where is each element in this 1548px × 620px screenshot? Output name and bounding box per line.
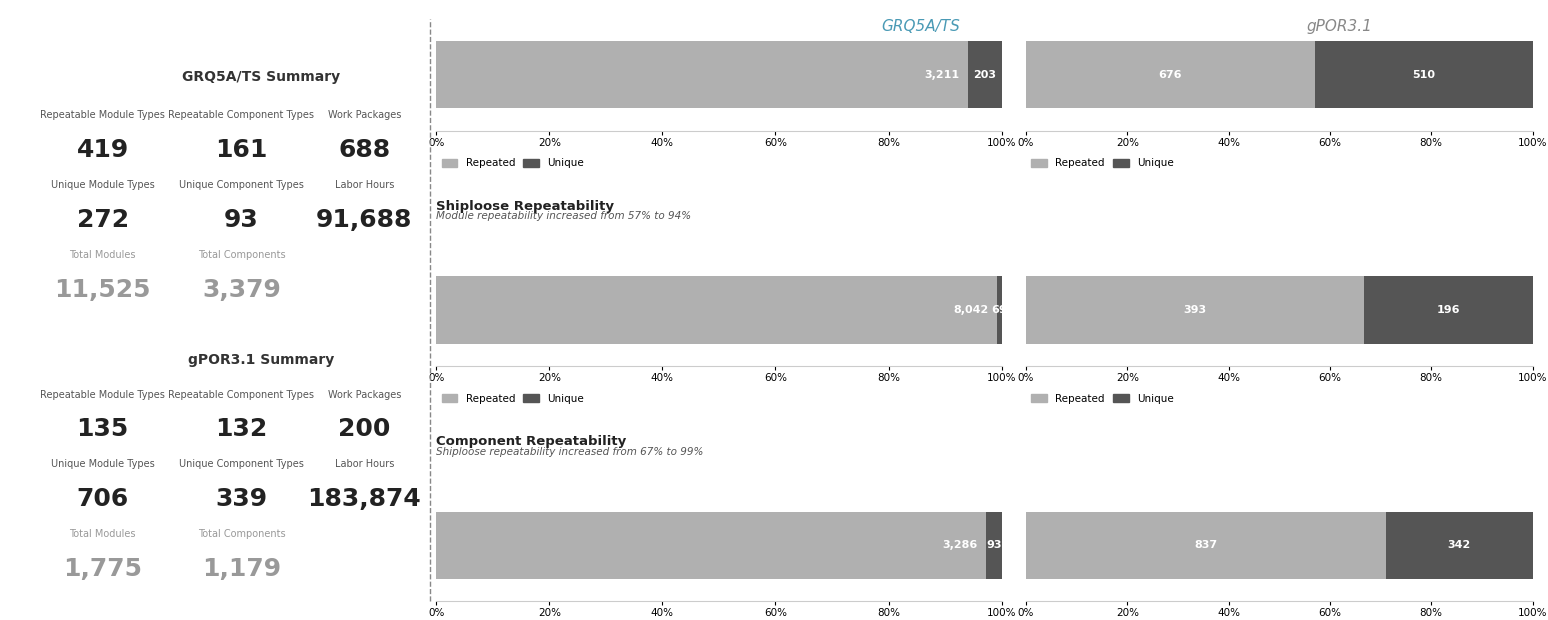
Legend: Repeated, Unique: Repeated, Unique [1031, 394, 1173, 404]
Text: 342: 342 [1447, 541, 1471, 551]
Text: Work Packages: Work Packages [328, 389, 401, 399]
Text: GRQ5A/TS Summary: GRQ5A/TS Summary [183, 70, 341, 84]
Text: 837: 837 [1194, 541, 1217, 551]
Bar [1026, 41, 1314, 108]
Bar [437, 277, 997, 343]
Text: 510: 510 [1412, 69, 1435, 79]
Bar [1026, 277, 1364, 343]
Text: Repeatable Component Types: Repeatable Component Types [169, 110, 314, 120]
Bar [997, 277, 1002, 343]
Text: gPOR3.1: gPOR3.1 [1307, 19, 1372, 33]
Bar [1385, 512, 1533, 579]
Text: 1,775: 1,775 [63, 557, 142, 582]
Text: Repeatable Module Types: Repeatable Module Types [40, 110, 166, 120]
Bar [437, 512, 986, 579]
Text: 676: 676 [1158, 69, 1183, 79]
Text: Component Repeatability: Component Repeatability [437, 435, 627, 448]
Text: Unique Component Types: Unique Component Types [180, 459, 303, 469]
Text: Unique Component Types: Unique Component Types [180, 180, 303, 190]
Text: 393: 393 [1183, 305, 1206, 315]
Bar [1026, 512, 1385, 579]
Text: 688: 688 [339, 138, 390, 162]
Bar [986, 512, 1002, 579]
Text: 11,525: 11,525 [54, 278, 152, 301]
Text: 3,379: 3,379 [201, 278, 280, 301]
Text: Work Packages: Work Packages [328, 110, 401, 120]
Text: 8,042: 8,042 [954, 305, 988, 315]
Text: 272: 272 [76, 208, 128, 232]
Text: Labor Hours: Labor Hours [334, 180, 395, 190]
Text: 203: 203 [974, 69, 997, 79]
Bar [1314, 41, 1533, 108]
Bar [968, 41, 1002, 108]
Text: 706: 706 [76, 487, 128, 511]
Text: 3,211: 3,211 [924, 69, 960, 79]
Text: 339: 339 [215, 487, 268, 511]
Text: Module repeatability increased from 57% to 94%: Module repeatability increased from 57% … [437, 211, 692, 221]
Text: Unique Module Types: Unique Module Types [51, 459, 155, 469]
Text: Shiploose repeatability increased from 67% to 99%: Shiploose repeatability increased from 6… [437, 447, 704, 457]
Text: Unique Module Types: Unique Module Types [51, 180, 155, 190]
Text: 69: 69 [991, 305, 1008, 315]
Text: gPOR3.1 Summary: gPOR3.1 Summary [189, 353, 334, 366]
Text: Repeatable Component Types: Repeatable Component Types [169, 389, 314, 399]
Text: 196: 196 [1437, 305, 1460, 315]
Text: 1,179: 1,179 [201, 557, 282, 582]
Legend: Repeated, Unique: Repeated, Unique [441, 158, 584, 168]
Text: Repeatable Module Types: Repeatable Module Types [40, 389, 166, 399]
Text: 91,688: 91,688 [316, 208, 412, 232]
Text: 419: 419 [76, 138, 128, 162]
Legend: Repeated, Unique: Repeated, Unique [1031, 158, 1173, 168]
Text: 200: 200 [337, 417, 390, 441]
Text: 3,286: 3,286 [943, 541, 977, 551]
Text: Total Components: Total Components [198, 250, 285, 260]
Text: 135: 135 [76, 417, 128, 441]
Text: 183,874: 183,874 [308, 487, 421, 511]
Text: Shiploose Repeatability: Shiploose Repeatability [437, 200, 615, 213]
Text: Total Modules: Total Modules [70, 250, 136, 260]
Bar [1364, 277, 1533, 343]
Text: Labor Hours: Labor Hours [334, 459, 395, 469]
Bar [437, 41, 968, 108]
Text: 132: 132 [215, 417, 268, 441]
Legend: Repeated, Unique: Repeated, Unique [441, 394, 584, 404]
Text: GRQ5A/TS: GRQ5A/TS [882, 19, 960, 33]
Text: Total Components: Total Components [198, 529, 285, 539]
Text: 161: 161 [215, 138, 268, 162]
Text: 93: 93 [224, 208, 259, 232]
Text: Total Modules: Total Modules [70, 529, 136, 539]
Text: 93: 93 [986, 541, 1002, 551]
